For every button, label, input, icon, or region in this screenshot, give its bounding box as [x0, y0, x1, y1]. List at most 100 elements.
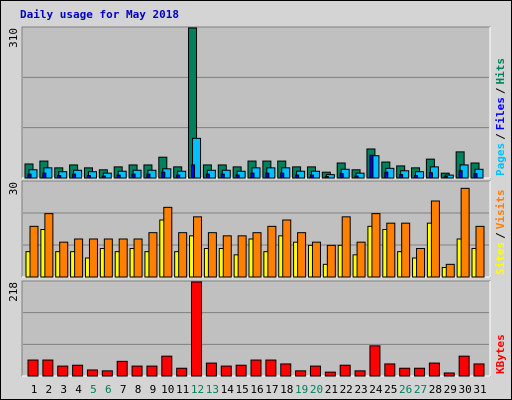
bar — [250, 359, 262, 377]
bar — [282, 219, 292, 278]
bar — [103, 238, 113, 278]
legend-separator: / — [494, 133, 507, 140]
bar — [27, 173, 32, 179]
bar — [445, 263, 455, 278]
legend-separator: / — [494, 87, 507, 94]
bar — [458, 355, 470, 377]
bar — [176, 174, 181, 179]
bar — [133, 238, 143, 278]
bar — [295, 174, 300, 179]
bar — [356, 241, 366, 278]
bar — [324, 371, 336, 377]
x-tick-label: 17 — [265, 383, 278, 396]
bar — [386, 222, 396, 278]
bar — [237, 235, 247, 278]
bar — [87, 171, 97, 179]
bar — [252, 232, 262, 278]
bar — [88, 238, 98, 278]
bar — [473, 363, 485, 377]
bar — [205, 173, 210, 179]
bar — [339, 364, 351, 377]
bar — [163, 206, 173, 278]
x-tick-label: 24 — [369, 383, 383, 396]
bar — [311, 241, 321, 278]
x-tick-label: 18 — [280, 383, 293, 396]
x-tick-label: 20 — [310, 383, 323, 396]
bar — [371, 213, 381, 278]
bar — [193, 216, 203, 278]
bar — [220, 365, 232, 377]
x-tick-label: 2 — [46, 383, 53, 396]
x-tick-label: 26 — [399, 383, 412, 396]
bar — [416, 248, 426, 278]
x-tick-label: 19 — [295, 383, 308, 396]
bar — [354, 370, 366, 377]
legend-entry: Hits — [494, 58, 507, 85]
bar — [72, 364, 84, 377]
bar — [428, 172, 433, 179]
y-tick-label: 218 — [7, 282, 20, 302]
bar — [86, 175, 91, 179]
bar — [191, 281, 203, 377]
x-tick-label: 14 — [221, 383, 235, 396]
legend-entry: Sites — [494, 242, 507, 275]
x-tick-label: 25 — [384, 383, 397, 396]
bar — [473, 173, 478, 179]
panel — [21, 26, 491, 179]
x-tick-label: 29 — [444, 383, 457, 396]
bar — [324, 176, 329, 179]
bar — [265, 172, 270, 179]
bar — [265, 359, 277, 377]
x-tick-label: 9 — [150, 383, 157, 396]
bar — [74, 238, 84, 278]
bar — [339, 173, 344, 179]
x-tick-label: 4 — [75, 383, 82, 396]
bar — [42, 359, 54, 377]
x-tick-label: 21 — [325, 383, 338, 396]
bar — [458, 170, 463, 179]
x-tick-label: 11 — [176, 383, 189, 396]
bar — [222, 235, 232, 278]
bar — [250, 172, 255, 179]
bar — [59, 241, 69, 278]
bar — [207, 232, 217, 278]
bar — [131, 365, 143, 377]
x-tick-label: 1 — [31, 383, 38, 396]
bar — [42, 172, 47, 179]
bar — [267, 225, 277, 278]
y-tick-label: 310 — [7, 28, 20, 48]
bar — [235, 174, 240, 179]
bar — [220, 173, 225, 179]
bar — [399, 367, 411, 377]
bar — [369, 154, 374, 179]
bar — [29, 225, 39, 278]
legend: Sites / Visits — [494, 190, 507, 276]
bar — [116, 174, 121, 179]
chart-title: Daily usage for May 2018 — [20, 8, 179, 21]
bar — [384, 363, 396, 377]
bar — [401, 222, 411, 278]
bar — [443, 372, 455, 377]
x-tick-label: 27 — [414, 383, 427, 396]
bar — [399, 174, 404, 179]
bar — [354, 175, 359, 179]
bar — [27, 359, 39, 377]
bar — [414, 367, 426, 377]
bar — [295, 370, 307, 377]
bar — [176, 367, 188, 377]
bar — [148, 232, 158, 278]
x-tick-label: 31 — [473, 383, 486, 396]
x-tick-label: 16 — [250, 383, 263, 396]
bar — [428, 362, 440, 377]
bar — [178, 232, 188, 278]
x-tick-label: 15 — [236, 383, 249, 396]
bar — [341, 216, 351, 278]
bar — [414, 175, 419, 179]
x-tick-label: 5 — [90, 383, 97, 396]
legend: Pages / Files / Hits — [494, 58, 507, 176]
bar — [101, 175, 106, 179]
bar — [443, 176, 448, 179]
x-tick-label: 22 — [340, 383, 353, 396]
bar — [57, 175, 62, 179]
